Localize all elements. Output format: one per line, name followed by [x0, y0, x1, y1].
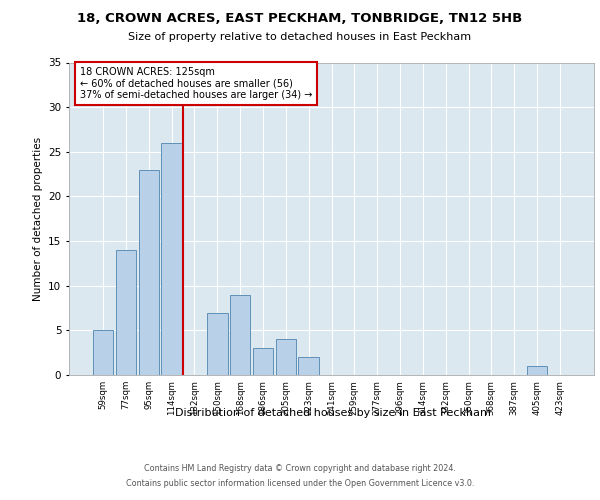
Text: Contains HM Land Registry data © Crown copyright and database right 2024.: Contains HM Land Registry data © Crown c… — [144, 464, 456, 473]
Bar — [207, 312, 227, 375]
Bar — [298, 357, 319, 375]
Text: Distribution of detached houses by size in East Peckham: Distribution of detached houses by size … — [175, 408, 491, 418]
Text: 18 CROWN ACRES: 125sqm
← 60% of detached houses are smaller (56)
37% of semi-det: 18 CROWN ACRES: 125sqm ← 60% of detached… — [79, 67, 312, 100]
Bar — [93, 330, 113, 375]
Text: 18, CROWN ACRES, EAST PECKHAM, TONBRIDGE, TN12 5HB: 18, CROWN ACRES, EAST PECKHAM, TONBRIDGE… — [77, 12, 523, 26]
Bar — [139, 170, 159, 375]
Bar — [527, 366, 547, 375]
Y-axis label: Number of detached properties: Number of detached properties — [32, 136, 43, 301]
Bar — [116, 250, 136, 375]
Bar — [253, 348, 273, 375]
Bar — [161, 143, 182, 375]
Text: Contains public sector information licensed under the Open Government Licence v3: Contains public sector information licen… — [126, 479, 474, 488]
Text: Size of property relative to detached houses in East Peckham: Size of property relative to detached ho… — [128, 32, 472, 42]
Bar — [230, 294, 250, 375]
Bar — [275, 340, 296, 375]
